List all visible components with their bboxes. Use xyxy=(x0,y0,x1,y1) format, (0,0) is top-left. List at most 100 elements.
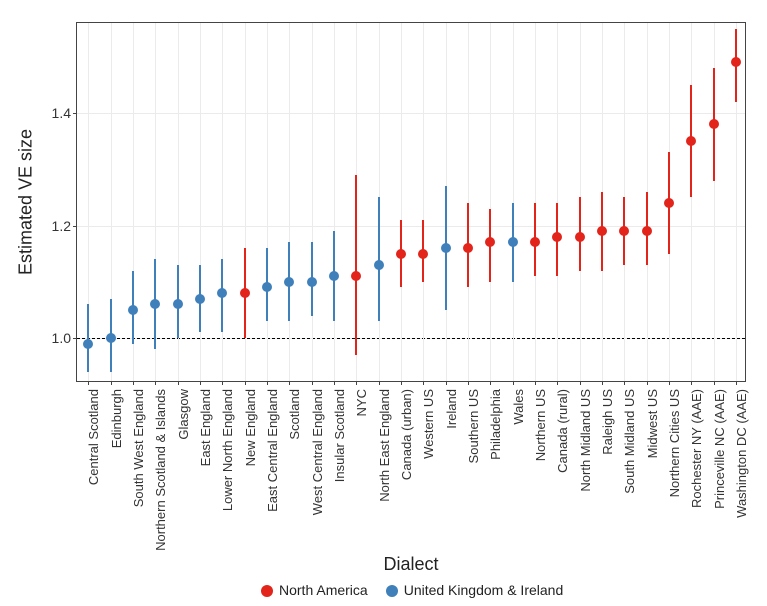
x-tick-label: Lower North England xyxy=(220,389,235,511)
x-tick-mark xyxy=(111,381,112,385)
legend-swatch-icon xyxy=(386,585,398,597)
x-tick-label: New England xyxy=(243,389,258,466)
legend: North America United Kingdom & Ireland xyxy=(261,582,563,598)
x-tick-mark xyxy=(736,381,737,385)
x-tick-mark xyxy=(446,381,447,385)
grid-line-v xyxy=(468,23,469,381)
x-tick-mark xyxy=(155,381,156,385)
x-tick-label: Edinburgh xyxy=(109,389,124,448)
x-tick-mark xyxy=(267,381,268,385)
x-tick-label: Wales xyxy=(511,389,526,425)
legend-label: United Kingdom & Ireland xyxy=(404,582,564,598)
grid-line-v xyxy=(334,23,335,381)
grid-line-v xyxy=(267,23,268,381)
data-point xyxy=(173,299,183,309)
x-tick-mark xyxy=(312,381,313,385)
legend-item: United Kingdom & Ireland xyxy=(386,582,564,598)
data-point xyxy=(128,305,138,315)
x-tick-label: East Central England xyxy=(265,389,280,512)
x-tick-label: Western US xyxy=(421,389,436,459)
x-tick-mark xyxy=(222,381,223,385)
grid-line-v xyxy=(423,23,424,381)
x-tick-mark xyxy=(356,381,357,385)
x-tick-mark xyxy=(423,381,424,385)
x-tick-label: South West England xyxy=(131,389,146,507)
grid-line-v xyxy=(289,23,290,381)
x-tick-label: East England xyxy=(198,389,213,466)
x-tick-mark xyxy=(647,381,648,385)
legend-item: North America xyxy=(261,582,368,598)
x-tick-label: Princeville NC (AAE) xyxy=(712,389,727,509)
data-point xyxy=(195,294,205,304)
x-tick-mark xyxy=(245,381,246,385)
data-point xyxy=(307,277,317,287)
x-tick-mark xyxy=(289,381,290,385)
x-tick-mark xyxy=(88,381,89,385)
x-tick-mark xyxy=(401,381,402,385)
x-tick-label: Ireland xyxy=(444,389,459,429)
x-tick-label: Glasgow xyxy=(176,389,191,440)
x-tick-label: Northern Scotland & Islands xyxy=(153,389,168,551)
x-tick-mark xyxy=(334,381,335,385)
data-point xyxy=(575,232,585,242)
data-point xyxy=(642,226,652,236)
data-point xyxy=(351,271,361,281)
x-tick-label: Raleigh US xyxy=(600,389,615,455)
data-point xyxy=(418,249,428,259)
data-point xyxy=(217,288,227,298)
x-tick-label: NYC xyxy=(354,389,369,416)
grid-line-v xyxy=(312,23,313,381)
x-tick-mark xyxy=(379,381,380,385)
x-tick-label: Central Scotland xyxy=(86,389,101,485)
x-tick-label: Northern US xyxy=(533,389,548,461)
x-tick-label: Philadelphia xyxy=(488,389,503,460)
x-tick-label: Canada (urban) xyxy=(399,389,414,480)
x-tick-label: North Midland US xyxy=(578,389,593,492)
data-point xyxy=(530,237,540,247)
y-tick-label: 1.4 xyxy=(52,105,77,121)
data-point xyxy=(329,271,339,281)
legend-swatch-icon xyxy=(261,585,273,597)
x-tick-mark xyxy=(669,381,670,385)
data-point xyxy=(83,339,93,349)
x-tick-label: West Central England xyxy=(310,389,325,515)
error-bar xyxy=(355,175,357,355)
x-tick-mark xyxy=(624,381,625,385)
data-point xyxy=(262,282,272,292)
data-point xyxy=(396,249,406,259)
data-point xyxy=(664,198,674,208)
data-point xyxy=(284,277,294,287)
x-tick-mark xyxy=(133,381,134,385)
data-point xyxy=(441,243,451,253)
x-tick-label: Southern US xyxy=(466,389,481,463)
x-tick-mark xyxy=(490,381,491,385)
data-point xyxy=(709,119,719,129)
data-point xyxy=(240,288,250,298)
y-tick-label: 1.0 xyxy=(52,330,77,346)
grid-line-v xyxy=(513,23,514,381)
data-point xyxy=(619,226,629,236)
data-point xyxy=(106,333,116,343)
ve-size-chart: 1.01.21.4Central ScotlandEdinburghSouth … xyxy=(0,0,767,606)
x-tick-mark xyxy=(580,381,581,385)
x-tick-label: Rochester NY (AAE) xyxy=(689,389,704,508)
x-tick-label: Scotland xyxy=(287,389,302,440)
x-tick-label: Midwest US xyxy=(645,389,660,458)
grid-line-v xyxy=(401,23,402,381)
grid-line-v xyxy=(691,23,692,381)
data-point xyxy=(552,232,562,242)
x-tick-mark xyxy=(200,381,201,385)
x-tick-mark xyxy=(557,381,558,385)
x-tick-mark xyxy=(513,381,514,385)
data-point xyxy=(150,299,160,309)
x-tick-mark xyxy=(178,381,179,385)
data-point xyxy=(597,226,607,236)
data-point xyxy=(485,237,495,247)
data-point xyxy=(463,243,473,253)
grid-line-v xyxy=(535,23,536,381)
x-tick-mark xyxy=(535,381,536,385)
x-tick-label: North East England xyxy=(377,389,392,502)
grid-line-v xyxy=(557,23,558,381)
legend-label: North America xyxy=(279,582,368,598)
x-tick-mark xyxy=(602,381,603,385)
